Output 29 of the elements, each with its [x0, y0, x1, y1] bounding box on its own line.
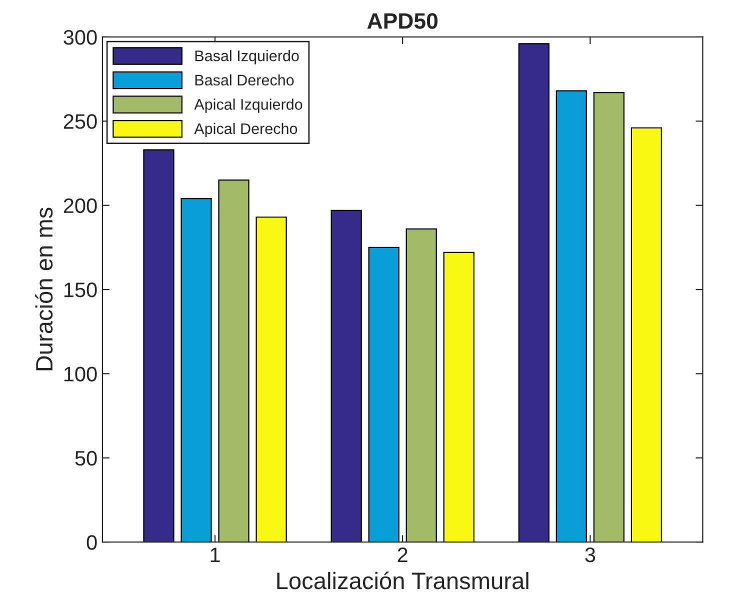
legend-label: Basal Izquierdo	[195, 50, 299, 64]
y-tick-label: 250	[64, 114, 97, 129]
y-tick-label: 150	[64, 282, 97, 298]
bar	[180, 198, 212, 542]
y-axis-title: Duración en ms	[35, 208, 53, 370]
bar	[256, 216, 287, 542]
bar	[593, 92, 624, 542]
y-tick-label: 0	[86, 535, 97, 550]
y-tick-label: 300	[64, 30, 97, 45]
bar	[556, 90, 587, 542]
y-tick-label: 100	[64, 366, 97, 382]
legend-label: Basal Derecho	[195, 74, 294, 86]
bar	[143, 149, 174, 542]
chart-title: APD50	[367, 13, 438, 29]
y-tick-label: 200	[64, 198, 97, 214]
legend-label: Apical Izquierdo	[194, 98, 302, 113]
x-tick-label: 3	[585, 547, 596, 562]
y-tick-label: 50	[75, 450, 97, 466]
bar	[406, 228, 437, 542]
bar	[443, 252, 474, 542]
legend-label: Apical Derecho	[194, 122, 298, 138]
x-tick-label: 1	[210, 548, 220, 562]
x-tick-label: 2	[398, 547, 408, 562]
bar	[518, 43, 550, 542]
bar	[630, 127, 662, 542]
bar	[218, 180, 250, 542]
bar	[368, 246, 400, 542]
bar	[330, 210, 362, 542]
x-axis-title: Localización Transmural	[277, 572, 528, 590]
